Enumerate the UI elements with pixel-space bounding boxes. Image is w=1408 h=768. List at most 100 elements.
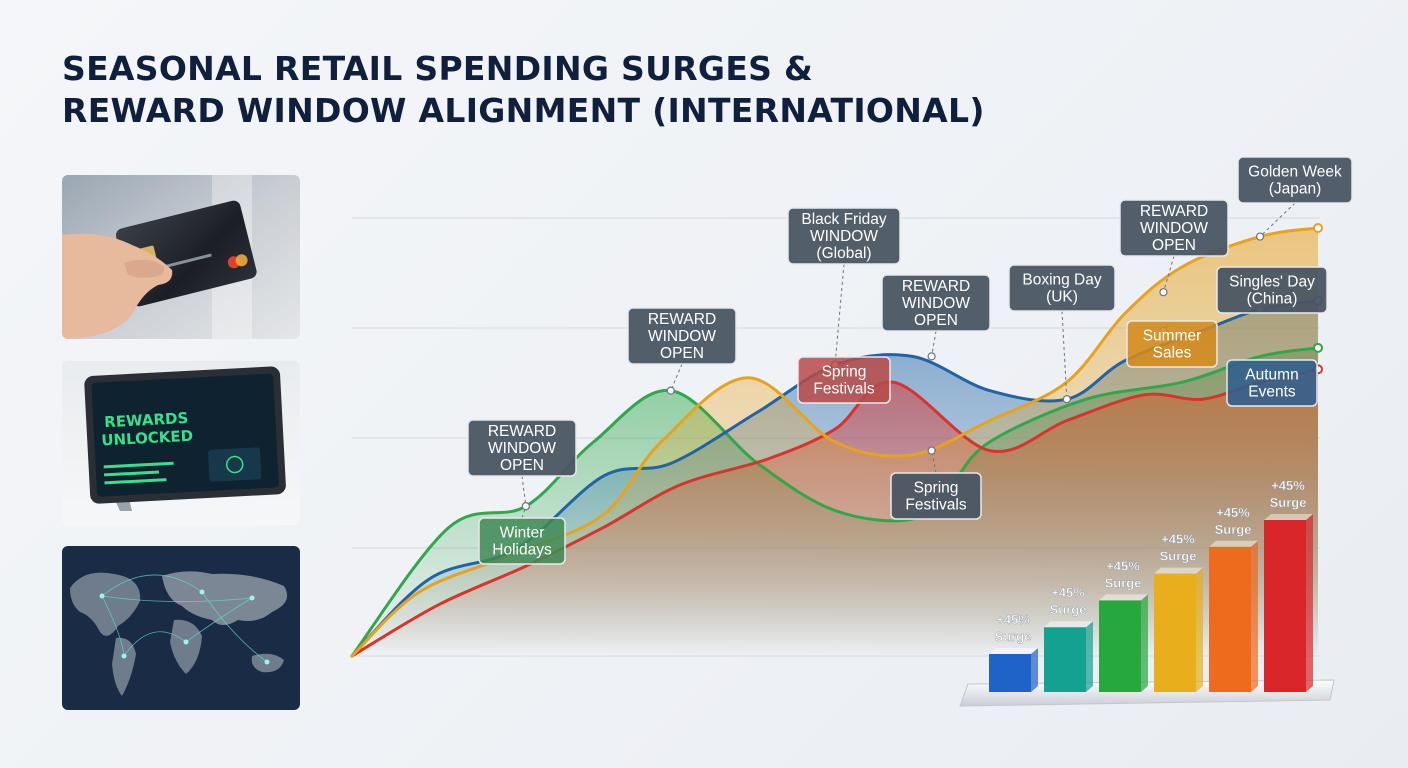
callout-leader-0 <box>521 475 527 507</box>
series-3-end-point <box>1313 223 1323 233</box>
surge-bar-4: +45% Surge <box>1209 505 1258 692</box>
chart-callouts: REWARDWINDOWOPENWinterHolidaysREWARDWIND… <box>467 156 1353 565</box>
callout-7-line-1: (UK) <box>1046 289 1078 306</box>
callout-anchor-10 <box>1255 232 1265 241</box>
series-0-end-point <box>1313 342 1323 353</box>
tablet-illustration: REWARDS UNLOCKED <box>62 361 300 525</box>
callout-box-0 <box>467 419 577 477</box>
surge-bar-1-side <box>1086 621 1093 692</box>
callout-7: Boxing Day(UK) <box>1008 264 1116 312</box>
surge-bar-4-label-1: Surge <box>1215 522 1252 537</box>
surge-bar-0-label-0: +45% <box>996 612 1030 627</box>
callout-2-line-2: OPEN <box>660 345 704 362</box>
callout-7-line-0: Boxing Day <box>1022 272 1102 289</box>
surge-bar-1-front <box>1044 627 1086 692</box>
callout-6-line-0: Spring <box>914 480 959 497</box>
callout-anchor-7 <box>1062 395 1071 404</box>
callout-leader-10 <box>1259 202 1296 237</box>
surge-bar-4-label-0: +45% <box>1216 505 1250 520</box>
callout-0-line-0: REWARD <box>488 423 556 440</box>
tablet-rewards-line-2: UNLOCKED <box>101 427 194 450</box>
surge-bar-1-label-0: +45% <box>1051 585 1085 600</box>
callout-10: Golden Week(Japan) <box>1237 156 1353 204</box>
surge-bar-chart: +45% Surge +45% Surge +45% Surge +45% Surge +45%… <box>959 478 1335 707</box>
surge-bar-5-top <box>1264 514 1313 520</box>
callout-box-4 <box>797 356 891 404</box>
title-line-1: SEASONAL RETAIL SPENDING SURGES & <box>62 49 814 88</box>
callout-1-line-0: Winter <box>500 525 545 542</box>
callout-5-line-1: WINDOW <box>902 295 970 312</box>
callout-6-line-1: Festivals <box>905 497 966 514</box>
callout-box-10 <box>1237 156 1353 204</box>
surge-bar-1-label-1: Surge <box>1050 602 1087 617</box>
callout-leader-7 <box>1061 310 1068 400</box>
callout-box-2 <box>627 307 737 365</box>
callout-anchor-5 <box>927 352 936 361</box>
callout-leader-5 <box>931 330 937 357</box>
callout-10-line-1: (Japan) <box>1269 181 1322 198</box>
callout-box-6 <box>890 472 982 520</box>
callout-leader-8 <box>1162 255 1175 293</box>
callout-box-5 <box>881 274 991 332</box>
callout-anchor-6 <box>927 446 936 455</box>
callout-box-11 <box>1216 266 1328 314</box>
callout-box-8 <box>1119 199 1229 257</box>
callout-5-line-0: REWARD <box>902 278 970 295</box>
series-2-line <box>350 367 1320 658</box>
surge-bar-2: +45% Surge <box>1099 558 1148 692</box>
surge-bar-3-top <box>1154 567 1203 574</box>
surge-bar-0-label-1: Surge <box>995 629 1032 644</box>
surge-bar-5-front <box>1264 520 1306 692</box>
page-title: SEASONAL RETAIL SPENDING SURGES & REWARD… <box>62 48 985 132</box>
surge-bar-2-label-1: Surge <box>1105 575 1142 590</box>
callout-9-line-1: Sales <box>1153 345 1192 362</box>
callout-3-line-1: WINDOW <box>810 228 878 245</box>
credit-card-photo <box>62 175 300 339</box>
surge-bar-4-top <box>1209 540 1258 547</box>
surge-bar-2-side <box>1141 594 1148 692</box>
world-map-illustration <box>62 546 300 710</box>
callout-8-line-0: REWARD <box>1140 203 1208 220</box>
surge-bar-0-top <box>989 648 1038 654</box>
callout-0-line-2: OPEN <box>500 457 544 474</box>
surge-bar-4-side <box>1251 540 1258 692</box>
surge-bar-5-label-1: Surge <box>1270 495 1307 510</box>
surge-bar-3-side <box>1196 567 1203 692</box>
credit-card-illustration <box>62 175 300 339</box>
callout-11-line-0: Singles' Day <box>1229 274 1315 291</box>
surge-bar-5: +45% Surge <box>1264 478 1313 692</box>
surge-bar-5-label-0: +45% <box>1271 478 1305 493</box>
surge-bar-1: +45% Surge <box>1044 585 1093 692</box>
surge-bar-3-front <box>1154 573 1196 692</box>
surge-bar-3-label-0: +45% <box>1161 532 1195 547</box>
callout-11: Singles' Day(China) <box>1216 266 1328 314</box>
callout-anchor-2 <box>666 386 675 395</box>
surge-bar-3: +45% Surge <box>1154 531 1203 692</box>
title-line-2: REWARD WINDOW ALIGNMENT (INTERNATIONAL) <box>62 91 985 130</box>
callout-10-line-0: Golden Week <box>1248 164 1342 181</box>
callout-box-9 <box>1126 320 1218 368</box>
callout-4-line-1: Festivals <box>813 381 874 398</box>
surge-bar-0: +45% Surge <box>989 612 1038 692</box>
callout-box-3 <box>787 207 901 265</box>
callout-12-line-0: Autumn <box>1245 367 1298 384</box>
callout-box-1 <box>478 517 566 565</box>
callout-8-line-1: WINDOW <box>1140 220 1208 237</box>
callout-leader-3 <box>834 263 845 366</box>
callout-anchor-1 <box>521 502 530 511</box>
callout-4-line-0: Spring <box>822 364 867 381</box>
callout-2-line-1: WINDOW <box>648 328 716 345</box>
world-map-photo <box>62 546 300 710</box>
surge-bar-4-front <box>1209 546 1251 692</box>
tablet-photo: REWARDS UNLOCKED <box>62 361 300 525</box>
